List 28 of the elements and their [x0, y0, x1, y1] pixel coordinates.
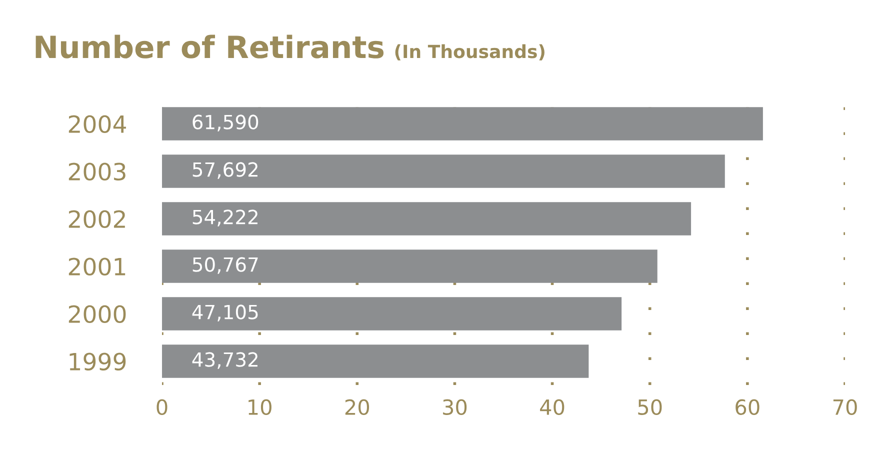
x-tick-label: 20	[345, 399, 370, 416]
annotation: 54,222	[192, 210, 258, 226]
bar	[162, 250, 658, 283]
x-tick-label: 60	[736, 399, 760, 416]
annotation: 61,590	[192, 114, 258, 132]
y-tick-label: 1999	[70, 352, 126, 371]
y-tick-label: 2003	[68, 162, 126, 181]
y-tick-label: 2004	[68, 115, 126, 134]
x-tick-label: 0	[156, 399, 168, 416]
x-tick-label: 40	[540, 399, 564, 416]
chart-title: Number of Retirants	[36, 34, 384, 58]
y-tick-label: 2001	[68, 258, 126, 276]
chart-subtitle: (In Thousands)	[395, 44, 544, 60]
annotation: 43,732	[192, 352, 258, 369]
annotation: 47,105	[192, 304, 258, 322]
y-tick-label: 2000	[68, 305, 126, 324]
x-tick-label: 70	[833, 399, 857, 416]
annotation: 57,692	[192, 162, 258, 179]
bar	[162, 107, 763, 140]
bar	[162, 344, 589, 378]
x-tick-label: 10	[248, 399, 272, 416]
annotation: 50,767	[192, 257, 258, 274]
x-tick-label: 50	[638, 399, 662, 416]
bar	[162, 202, 692, 236]
bar	[162, 154, 725, 188]
y-tick-label: 2002	[68, 210, 125, 228]
bar	[162, 297, 622, 330]
x-tick-label: 30	[443, 399, 467, 416]
